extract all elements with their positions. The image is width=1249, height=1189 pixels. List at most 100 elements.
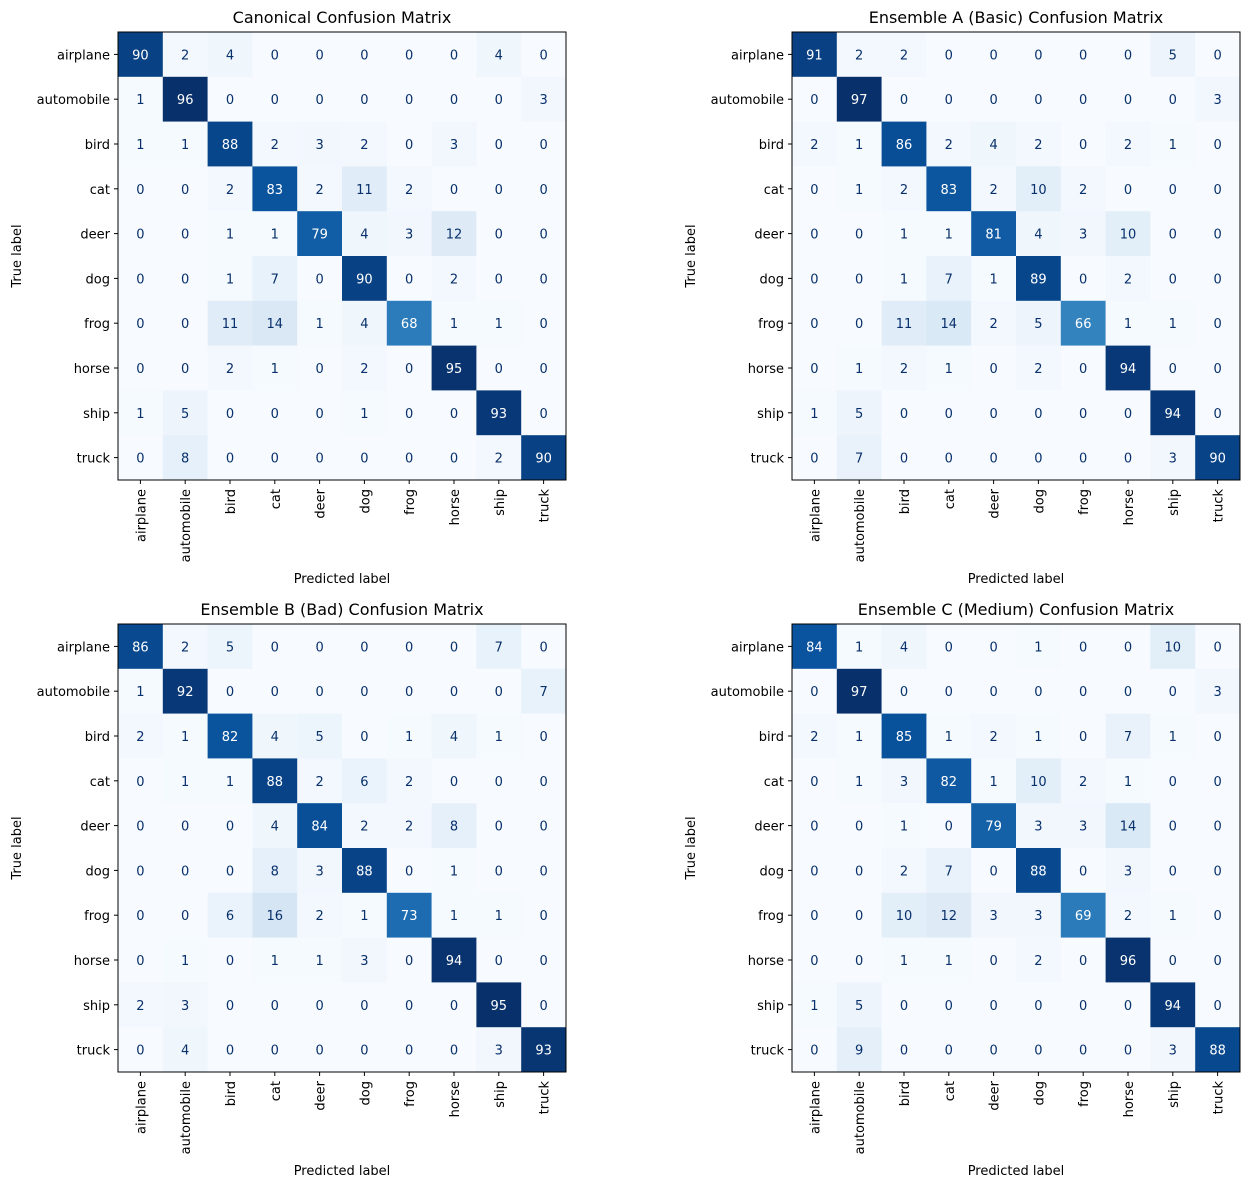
cell-value-label: 3	[1079, 228, 1087, 243]
matrix-cell	[252, 937, 298, 983]
cell-value-label: 0	[1079, 954, 1087, 969]
matrix-cell	[476, 300, 522, 346]
cell-value-label: 1	[315, 954, 323, 969]
cell-value-label: 2	[405, 183, 413, 198]
matrix-cell	[971, 937, 1017, 983]
cell-value-label: 0	[315, 452, 323, 467]
cell-value-label: 0	[405, 48, 413, 63]
matrix-cell	[881, 435, 927, 481]
x-tick-label: automobile	[853, 489, 868, 562]
matrix-cell	[1060, 211, 1106, 257]
cell-value-label: 0	[450, 999, 458, 1014]
matrix-cell	[1195, 32, 1241, 78]
cell-value-label: 0	[989, 685, 997, 700]
cell-value-label: 1	[945, 362, 953, 377]
matrix-cell	[207, 1027, 253, 1073]
matrix-cell	[162, 758, 208, 804]
matrix-cell	[792, 624, 838, 670]
cell-value-label: 0	[810, 452, 818, 467]
cell-value-label: 1	[450, 909, 458, 924]
matrix-cell	[1016, 758, 1062, 804]
chart-title: Canonical Confusion Matrix	[233, 8, 452, 27]
x-tick-label: deer	[314, 1080, 329, 1110]
cell-value-label: 0	[226, 93, 234, 108]
matrix-cell	[1150, 848, 1196, 894]
y-tick-label: horse	[748, 954, 784, 969]
cell-value-label: 0	[1169, 954, 1177, 969]
matrix-cell	[1150, 211, 1196, 257]
cell-value-label: 2	[945, 138, 953, 153]
matrix-cell	[207, 345, 253, 391]
matrix-cell	[881, 345, 927, 391]
cell-value-label: 0	[1213, 228, 1221, 243]
cell-value-label: 88	[356, 864, 373, 879]
cell-value-label: 0	[405, 362, 413, 377]
matrix-cell	[1150, 435, 1196, 481]
cell-value-label: 83	[941, 183, 958, 198]
cell-value-label: 0	[1213, 730, 1221, 745]
cell-value-label: 0	[900, 93, 908, 108]
cell-value-label: 0	[405, 93, 413, 108]
cell-value-label: 0	[1034, 685, 1042, 700]
cell-value-label: 0	[1213, 775, 1221, 790]
cell-value-label: 0	[989, 864, 997, 879]
cell-value-label: 79	[311, 228, 328, 243]
matrix-cell	[971, 892, 1017, 938]
matrix-cell	[162, 256, 208, 302]
matrix-cell	[1016, 713, 1062, 759]
matrix-cell	[162, 211, 208, 257]
matrix-cell	[386, 211, 432, 257]
y-tick-label: ship	[757, 407, 784, 422]
matrix-cell	[297, 892, 343, 938]
matrix-cell	[252, 803, 298, 849]
matrix-cell	[252, 624, 298, 670]
cell-value-label: 0	[539, 272, 547, 287]
matrix-cell	[1105, 982, 1151, 1028]
cell-value-label: 0	[1213, 362, 1221, 377]
matrix-cell	[297, 668, 343, 714]
matrix-cell	[836, 1027, 882, 1073]
matrix-cell	[1105, 803, 1151, 849]
cell-value-label: 0	[181, 864, 189, 879]
matrix-cell	[207, 390, 253, 436]
y-tick-label: cat	[764, 775, 784, 790]
matrix-cell	[1195, 256, 1241, 302]
x-tick-label: frog	[403, 1081, 418, 1107]
matrix-cell	[521, 345, 567, 391]
matrix-cell	[118, 300, 164, 346]
matrix-cell	[476, 256, 522, 302]
cell-value-label: 69	[1075, 909, 1092, 924]
cell-value-label: 2	[405, 820, 413, 835]
matrix-cell	[207, 300, 253, 346]
y-tick-label: truck	[77, 1044, 111, 1059]
cell-value-label: 0	[989, 452, 997, 467]
matrix-cell	[297, 345, 343, 391]
cell-value-label: 73	[401, 909, 418, 924]
matrix-cell	[836, 892, 882, 938]
cell-value-label: 0	[539, 407, 547, 422]
cell-value-label: 0	[450, 93, 458, 108]
cell-value-label: 1	[1124, 317, 1132, 332]
cell-value-label: 0	[900, 999, 908, 1014]
matrix-cell	[386, 166, 432, 212]
matrix-cell	[1016, 256, 1062, 302]
cell-value-label: 0	[539, 730, 547, 745]
matrix-cell	[252, 982, 298, 1028]
matrix-cell	[431, 256, 477, 302]
matrix-cell	[386, 300, 432, 346]
matrix-cell	[386, 1027, 432, 1073]
y-tick-label: frog	[758, 317, 784, 332]
matrix-cell	[792, 211, 838, 257]
matrix-cell	[926, 345, 972, 391]
x-axis-label: Predicted label	[294, 1164, 391, 1179]
matrix-cell	[386, 758, 432, 804]
y-tick-label: cat	[90, 183, 110, 198]
cell-value-label: 0	[405, 685, 413, 700]
matrix-cell	[1195, 435, 1241, 481]
matrix-cell	[521, 121, 567, 167]
matrix-cell	[1195, 1027, 1241, 1073]
matrix-cell	[207, 803, 253, 849]
y-tick-label: truck	[751, 1044, 785, 1059]
y-tick-label: ship	[757, 999, 784, 1014]
